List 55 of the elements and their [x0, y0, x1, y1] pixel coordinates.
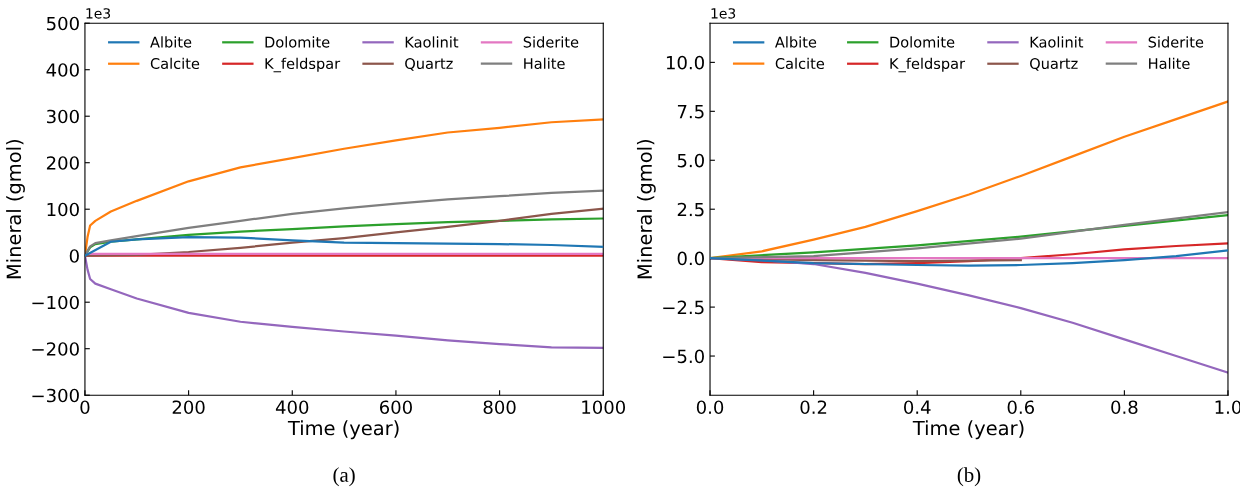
- legend-label: K_feldspar: [890, 57, 966, 73]
- x-axis-title: Time (year): [287, 420, 399, 440]
- text: (b): [957, 467, 981, 487]
- legend-label: K_feldspar: [265, 57, 341, 73]
- legend-label: Kaolinit: [1030, 36, 1084, 48]
- line-series: [84, 207, 604, 257]
- text: 1e3: [711, 8, 736, 19]
- x-tick-label: 200: [172, 400, 205, 415]
- x-tick-label: 1000: [582, 400, 626, 415]
- y-tick-label: 2.5: [677, 202, 704, 217]
- legend-label: Calcite: [775, 57, 825, 70]
- y-tick-label: 0: [69, 249, 79, 263]
- y-tick-label: 100: [47, 202, 79, 217]
- text: 1e3: [86, 8, 111, 19]
- legend-label: Kaolinit: [405, 36, 459, 48]
- legend-label: Dolomite: [265, 36, 330, 48]
- y-tick-label: 0.0: [677, 251, 704, 266]
- x-axis-title: Time (year): [912, 420, 1024, 440]
- x-tick-label: 0: [80, 400, 90, 415]
- x-tick-label: 0.6: [1007, 400, 1035, 415]
- y-tick-label: −100: [32, 295, 79, 310]
- y-tick-label: 7.5: [677, 105, 704, 119]
- y-tick-label: 400: [46, 63, 79, 77]
- x-tick-label: 0.4: [904, 400, 931, 415]
- line-series: [84, 236, 604, 257]
- legend-label: Siderite: [1148, 36, 1204, 48]
- legend-label: Siderite: [523, 36, 579, 48]
- legend-label: Calcite: [150, 57, 200, 70]
- x-tick-label: 800: [483, 400, 516, 415]
- y-tick-label: −300: [32, 388, 79, 403]
- line-series: [710, 249, 1228, 267]
- y-tick-label: 5.0: [677, 153, 704, 168]
- y-tick-label: −2.5: [663, 300, 704, 315]
- y-tick-label: 500: [47, 16, 79, 31]
- x-tick-label: 0.0: [696, 400, 724, 415]
- legend-label: Quartz: [1030, 58, 1078, 71]
- legend-label: Quartz: [405, 58, 453, 71]
- legend-label: Halite: [524, 57, 565, 70]
- y-axis-title: Mineral (gmol): [6, 140, 25, 279]
- y-tick-label: −200: [32, 342, 79, 356]
- y-tick-label: 300: [46, 109, 79, 124]
- legend-label: Halite: [1149, 57, 1190, 70]
- y-tick-label: −5.0: [663, 349, 704, 364]
- legend-label: Albite: [150, 36, 192, 48]
- x-tick-label: 0.2: [800, 400, 827, 415]
- y-tick-label: 200: [46, 156, 79, 170]
- x-tick-label: 400: [275, 400, 309, 415]
- y-tick-label: 10.0: [666, 55, 704, 70]
- legend-label: Dolomite: [890, 36, 955, 48]
- line-series: [84, 189, 604, 257]
- text: (a): [333, 467, 355, 487]
- legend-label: Albite: [775, 36, 817, 48]
- x-tick-label: 600: [379, 400, 412, 415]
- y-axis-title: Mineral (gmol): [636, 140, 656, 279]
- x-tick-label: 0.8: [1111, 400, 1138, 415]
